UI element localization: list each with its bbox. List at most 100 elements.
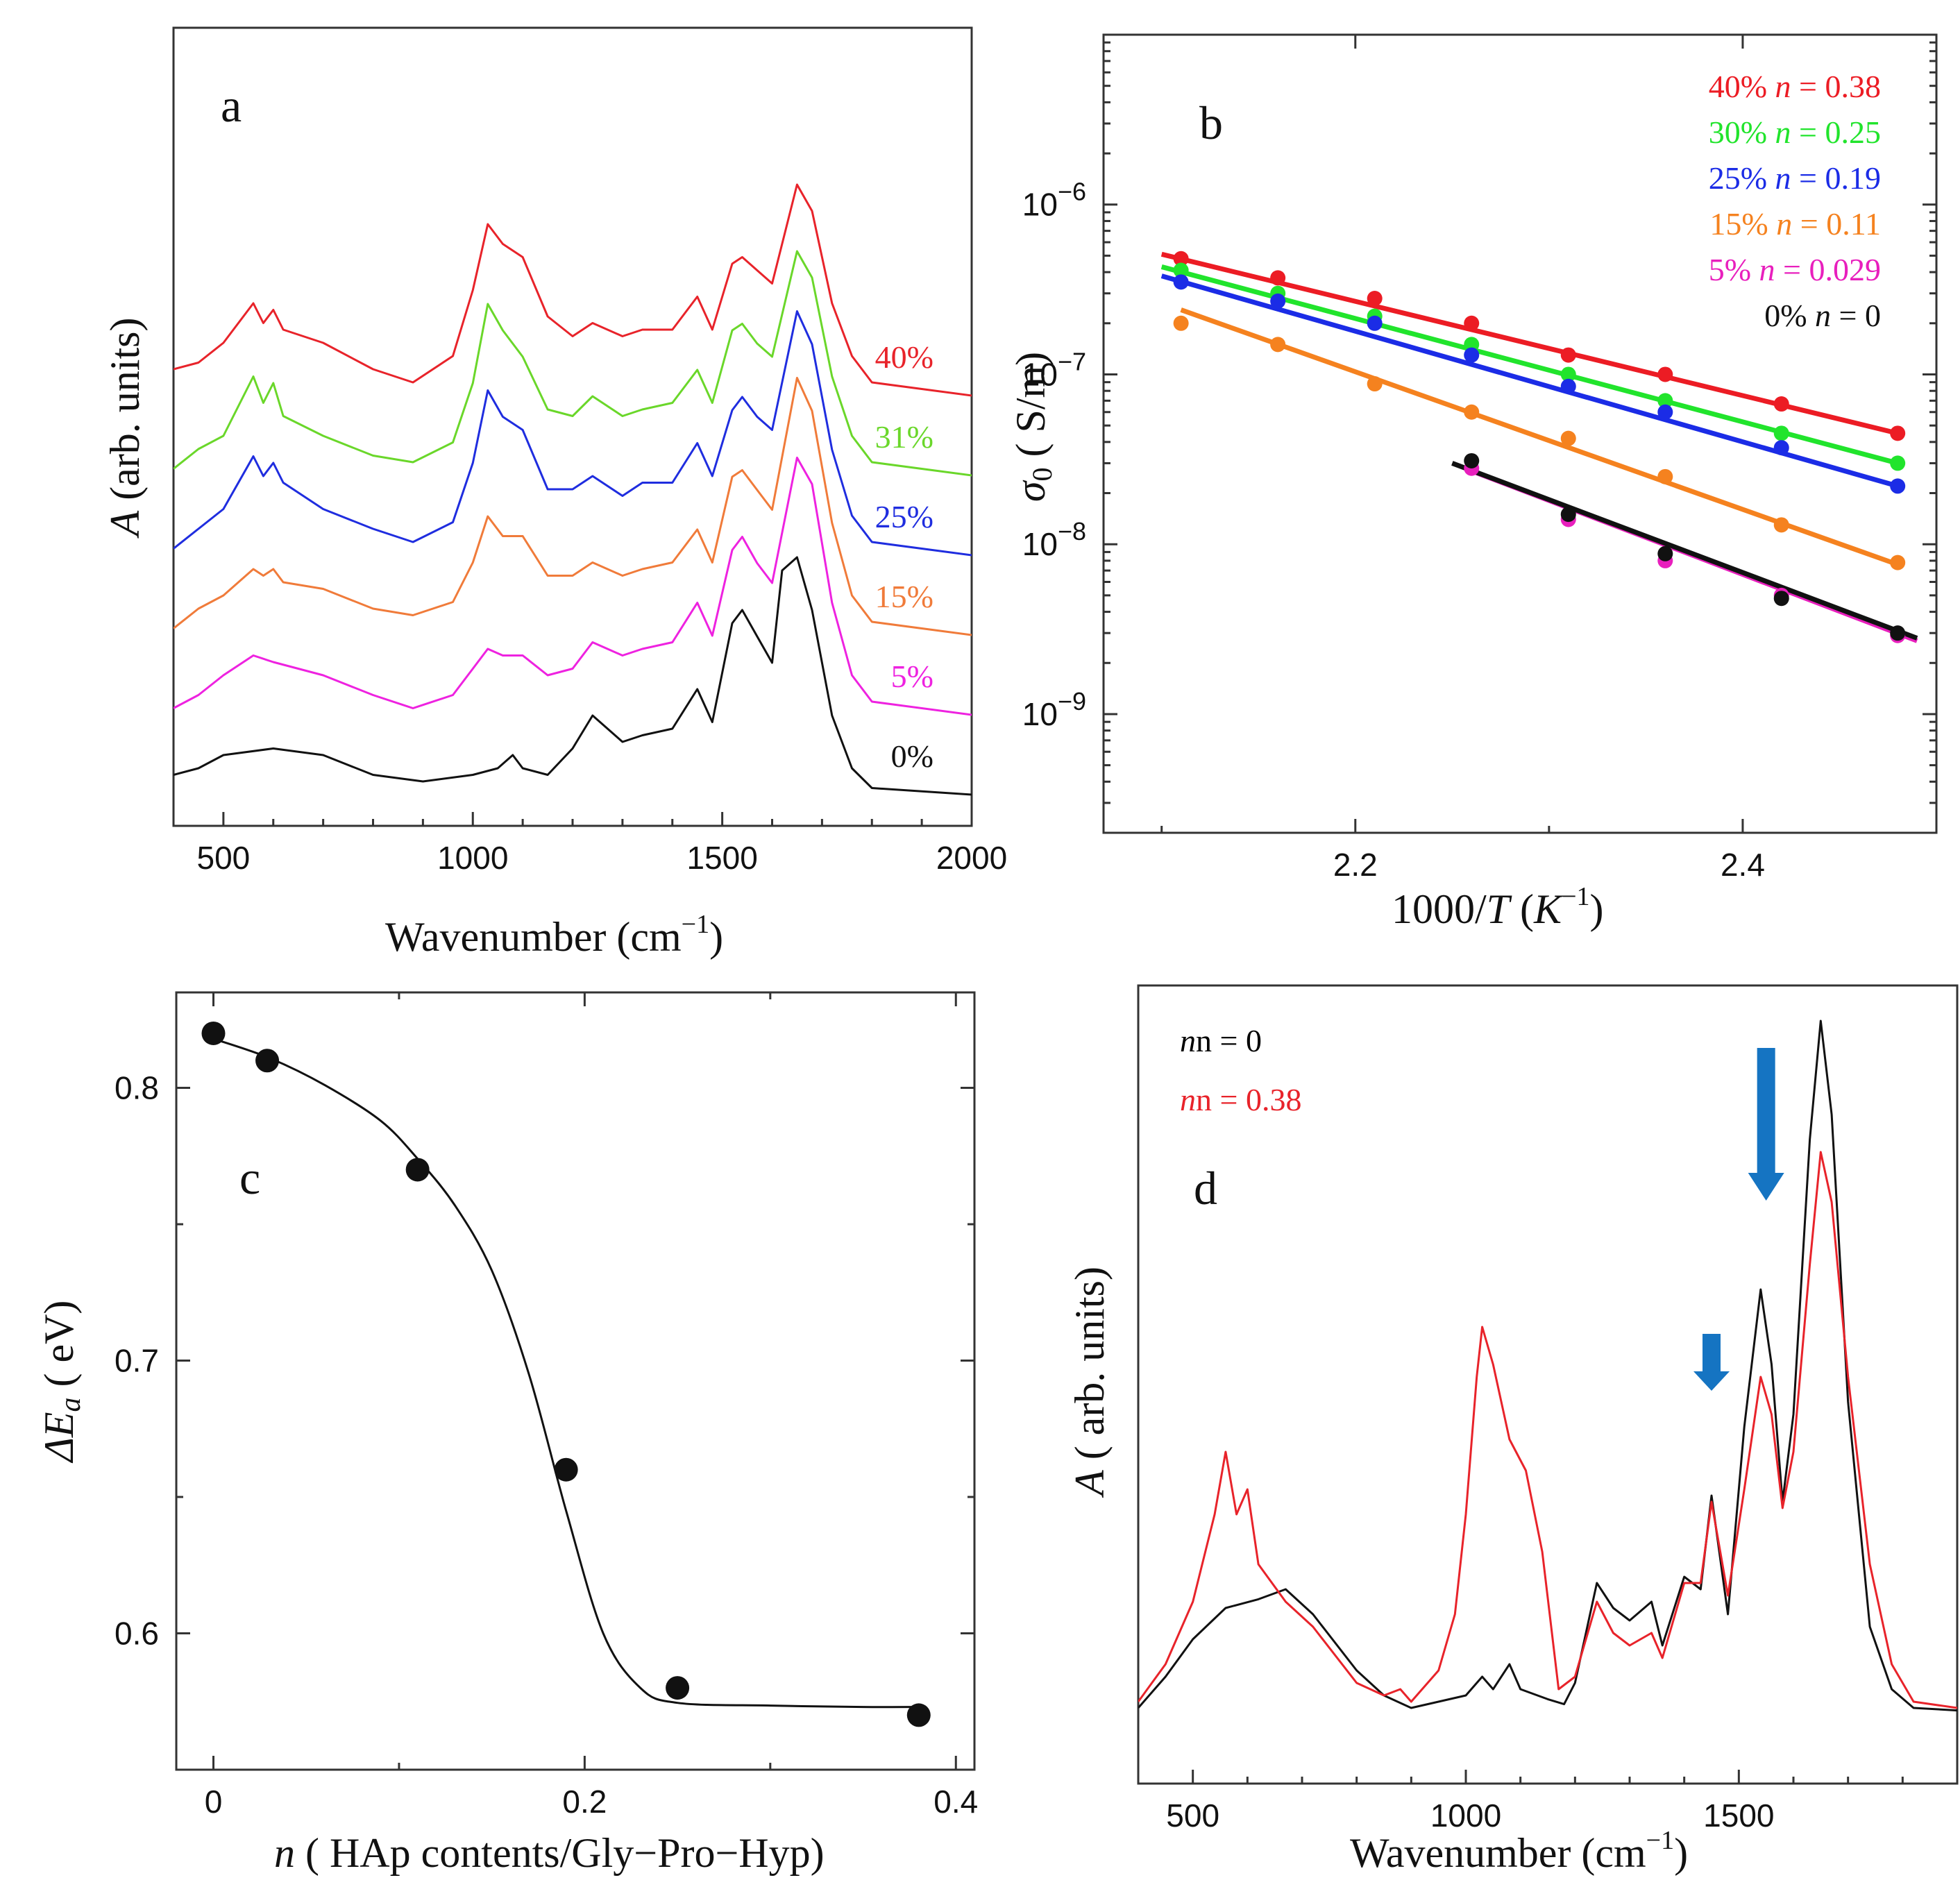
x-tick-label-a: 1500 xyxy=(686,840,757,876)
x-tick-label-c: 0.2 xyxy=(562,1784,607,1820)
legend-entry-n038: nn = 0.38 xyxy=(1180,1082,1301,1117)
y-axis-title-c: ΔEa ( eV) xyxy=(36,1301,87,1464)
series-group-d xyxy=(1138,1019,1957,1712)
x-axis-title-b: 1000/T (K−1) xyxy=(1392,882,1603,932)
data-point-30% xyxy=(1464,337,1480,353)
x-axis-ticks-d: 500 1000 1500 xyxy=(1166,1770,1904,1834)
data-point-40% xyxy=(1173,251,1189,266)
data-point-25% xyxy=(1367,315,1383,331)
data-point-c xyxy=(405,1158,430,1182)
data-point-30% xyxy=(1657,393,1673,409)
data-point-40% xyxy=(1773,396,1789,412)
spectrum-5% xyxy=(174,457,972,716)
data-point-15% xyxy=(1560,430,1576,446)
data-point-25% xyxy=(1560,378,1576,394)
plot-frame-c xyxy=(175,991,976,1771)
data-point-c xyxy=(201,1021,226,1045)
data-point-0% xyxy=(1464,452,1480,468)
plot-frame-b xyxy=(1102,33,1938,834)
series-group-a xyxy=(174,183,972,796)
y-axis-title-b: σ0 ( S/m) xyxy=(1008,352,1058,502)
data-point-25% xyxy=(1270,293,1286,309)
plot-frame-a xyxy=(172,26,973,827)
series-label-31%: 31% xyxy=(875,419,933,455)
panel-a: 500 1000 1500 2000 40% 31% 25% 15% 5% 0% a Waven… xyxy=(102,26,1007,960)
spectrum-25% xyxy=(174,310,972,557)
x-tick-label-a: 500 xyxy=(197,840,251,876)
data-point-c xyxy=(906,1703,931,1727)
data-point-c xyxy=(666,1676,690,1700)
legend-entry-n0: nn = 0 xyxy=(1180,1023,1262,1058)
y-tick-label-c: 0.8 xyxy=(115,1070,159,1106)
x-tick-label-c: 0 xyxy=(205,1784,223,1820)
spectrum-0% xyxy=(174,556,972,796)
data-point-0% xyxy=(1657,545,1673,561)
legend-entry-0%: 0% n = 0 xyxy=(1764,298,1881,333)
series-labels-a: 40% 31% 25% 15% 5% 0% xyxy=(875,339,933,774)
data-point-40% xyxy=(1560,347,1576,363)
series-label-5%: 5% xyxy=(891,659,933,694)
panel-label-d: d xyxy=(1194,1162,1217,1214)
data-points-c xyxy=(201,1021,931,1727)
data-point-15% xyxy=(1367,376,1383,392)
spectrum-15% xyxy=(174,377,972,636)
panel-d: 500 1000 1500 nn = 0 nn = 0.38 d Wavenumbe… xyxy=(1067,984,1959,1876)
data-point-40% xyxy=(1657,366,1673,382)
x-tick-label-c: 0.4 xyxy=(933,1784,978,1820)
arrow-down-icon xyxy=(1748,1048,1784,1201)
y-tick-label-c: 0.6 xyxy=(115,1616,159,1652)
data-point-0% xyxy=(1560,507,1576,523)
data-point-15% xyxy=(1657,468,1673,484)
data-point-0% xyxy=(1890,625,1906,641)
y-axis-title-a: A (arb. units) xyxy=(102,318,148,539)
data-point-15% xyxy=(1890,555,1906,570)
x-tick-label-d: 500 xyxy=(1166,1797,1219,1834)
data-point-30% xyxy=(1560,366,1576,382)
data-point-15% xyxy=(1173,315,1189,331)
panel-label-b: b xyxy=(1199,96,1223,149)
series-label-0%: 0% xyxy=(891,738,933,774)
data-point-25% xyxy=(1464,347,1480,363)
x-axis-ticks-a: 500 1000 1500 2000 xyxy=(197,812,1007,876)
fit-line-0% xyxy=(1451,461,1918,641)
series-label-40%: 40% xyxy=(875,339,933,375)
data-points-b xyxy=(1173,251,1906,643)
data-point-0% xyxy=(1773,591,1789,607)
panel-b: 2.2 2.4 10−6 10−7 10−8 10−9 40% n = 0.38 30% n… xyxy=(1008,33,1938,932)
data-point-25% xyxy=(1173,274,1189,290)
spectrum-n-0-38 xyxy=(1138,1151,1957,1709)
x-tick-label-d: 1000 xyxy=(1430,1797,1501,1834)
panel-c: 0 0.2 0.4 0.6 0.7 0.8 c n ( HAp contents/Gly−… xyxy=(36,991,978,1876)
data-point-c xyxy=(255,1049,280,1073)
x-axis-title-c: n ( HAp contents/Gly−Pro−Hyp) xyxy=(274,1830,825,1876)
series-label-15%: 15% xyxy=(875,579,933,614)
series-label-25%: 25% xyxy=(875,499,933,534)
legend-entry-5%: 5% n = 0.029 xyxy=(1709,252,1881,287)
data-point-15% xyxy=(1464,404,1480,420)
x-tick-label-b: 2.4 xyxy=(1721,847,1765,883)
legend-b: 40% n = 0.38 30% n = 0.25 25% n = 0.19 15% … xyxy=(1709,69,1881,333)
y-axis-title-d: A ( arb. units) xyxy=(1067,1267,1113,1498)
x-axis-title-a: Wavenumber (cm−1) xyxy=(385,910,723,960)
y-tick-label-b: 10−8 xyxy=(1022,517,1086,562)
spectrum-n-0 xyxy=(1138,1019,1957,1712)
x-tick-label-a: 2000 xyxy=(936,840,1007,876)
data-point-25% xyxy=(1657,404,1673,420)
x-axis-title-d: Wavenumber (cm−1) xyxy=(1350,1826,1688,1876)
plot-frame-d xyxy=(1137,984,1959,1785)
axis-ticks-c: 0 0.2 0.4 0.6 0.7 0.8 xyxy=(115,992,978,1820)
legend-entry-40%: 40% n = 0.38 xyxy=(1709,69,1881,104)
data-point-40% xyxy=(1367,291,1383,307)
data-point-25% xyxy=(1890,478,1906,494)
y-tick-label-c: 0.7 xyxy=(115,1343,159,1379)
y-tick-label-b: 10−7 xyxy=(1022,347,1086,392)
panel-label-c: c xyxy=(239,1151,260,1204)
fit-curve-c xyxy=(213,1038,919,1709)
y-tick-label-b: 10−9 xyxy=(1022,687,1086,732)
y-tick-label-b: 10−6 xyxy=(1022,178,1086,223)
data-point-15% xyxy=(1773,517,1789,533)
data-point-25% xyxy=(1773,440,1789,456)
data-point-40% xyxy=(1890,425,1906,441)
data-point-40% xyxy=(1270,270,1286,286)
